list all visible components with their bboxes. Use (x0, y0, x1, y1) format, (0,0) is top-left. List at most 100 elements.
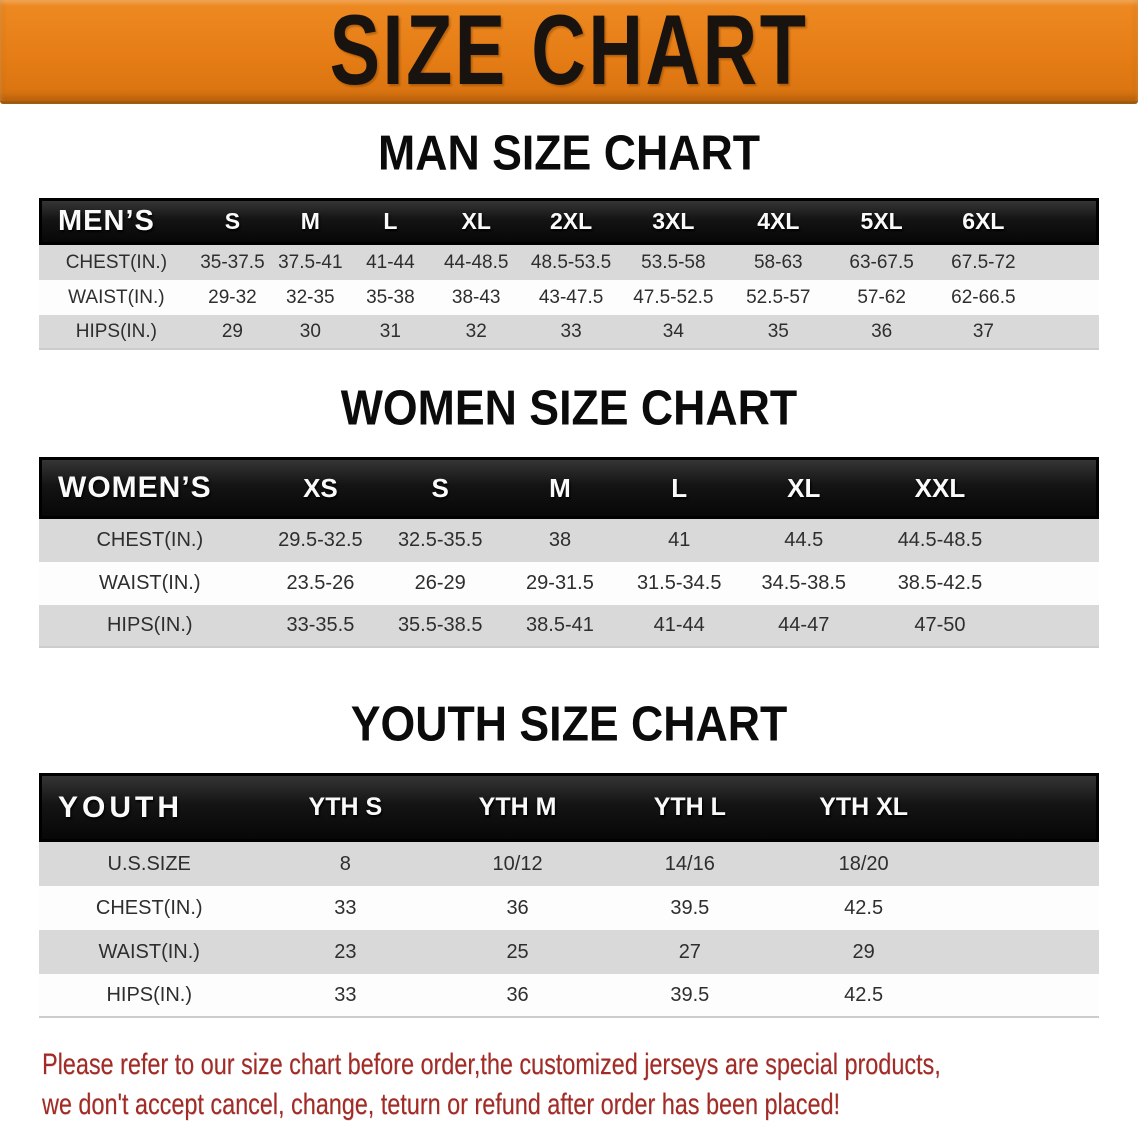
row-spacer (951, 886, 1099, 930)
size-value: 47.5-52.5 (620, 280, 726, 315)
size-value: 38.5-42.5 (868, 562, 1011, 605)
size-value: 52.5-57 (725, 280, 831, 315)
youth-size-table: YOUTH YTH S YTH M YTH L YTH XL U.S.SIZE 8 10/12… (39, 773, 1099, 1018)
size-column-header: 2XL (521, 198, 621, 245)
size-value: 62-66.5 (932, 280, 1035, 315)
table-row: CHEST(IN.) 35-37.5 37.5-41 41-44 44-48.5 48.5… (39, 245, 1099, 280)
measurement-label: CHEST(IN.) (39, 886, 260, 930)
table-row: HIPS(IN.) 29 30 31 32 33 34 35 36 37 (39, 315, 1099, 350)
group-label: MEN’S (39, 198, 194, 245)
youth-size-chart-section: YOUTH SIZE CHART YOUTH YTH S YTH M YTH L YTH… (0, 695, 1138, 1018)
size-value: 32 (431, 315, 522, 350)
size-value: 42.5 (775, 886, 952, 930)
size-value: 23 (259, 930, 432, 974)
size-column-header: YTH M (431, 773, 604, 842)
size-value: 29-31.5 (500, 562, 620, 605)
size-value: 35-38 (349, 280, 432, 315)
table-row: HIPS(IN.) 33 36 39.5 42.5 (39, 974, 1099, 1018)
size-column-header: M (500, 457, 620, 519)
youth-chart-heading: YOUTH SIZE CHART (350, 695, 788, 752)
size-value: 29 (775, 930, 952, 974)
size-value: 31 (349, 315, 432, 350)
size-column-header: YTH L (603, 773, 776, 842)
table-row: HIPS(IN.) 33-35.5 35.5-38.5 38.5-41 41-44 44-… (39, 605, 1099, 648)
size-column-header: XL (738, 457, 869, 519)
size-value: 34 (620, 315, 726, 350)
measurement-label: HIPS(IN.) (39, 974, 260, 1018)
order-disclaimer: Please refer to our size chart before or… (42, 1045, 1138, 1125)
size-value: 36 (830, 315, 933, 350)
size-chart-banner: SIZE CHART (0, 0, 1138, 104)
measurement-label: CHEST(IN.) (39, 519, 261, 562)
disclaimer-line-1: Please refer to our size chart before or… (42, 1048, 941, 1081)
size-value: 33 (521, 315, 621, 350)
group-label: WOMEN’S (39, 457, 261, 519)
size-value: 44-47 (738, 605, 869, 648)
size-value: 31.5-34.5 (619, 562, 739, 605)
size-value: 53.5-58 (620, 245, 726, 280)
size-value: 39.5 (603, 886, 776, 930)
size-value: 38-43 (431, 280, 522, 315)
size-header-row: WOMEN’S XS S M L XL XXL (39, 457, 1099, 519)
size-value: 14/16 (603, 842, 776, 886)
size-value: 57-62 (830, 280, 933, 315)
size-value: 35 (725, 315, 831, 350)
size-column-header: YTH XL (775, 773, 952, 842)
size-value: 43-47.5 (521, 280, 621, 315)
row-spacer (951, 974, 1099, 1018)
size-column-header: XL (431, 198, 522, 245)
size-column-header: S (380, 457, 501, 519)
size-value: 18/20 (775, 842, 952, 886)
size-column-header: S (193, 198, 272, 245)
size-value: 10/12 (431, 842, 604, 886)
measurement-label: WAIST(IN.) (39, 930, 260, 974)
size-value: 37 (932, 315, 1035, 350)
row-spacer (951, 930, 1099, 974)
size-value: 29 (193, 315, 272, 350)
table-row: CHEST(IN.) 33 36 39.5 42.5 (39, 886, 1099, 930)
header-spacer (1034, 198, 1099, 245)
size-value: 47-50 (868, 605, 1011, 648)
size-column-header: M (271, 198, 350, 245)
header-spacer (1010, 457, 1099, 519)
measurement-label: HIPS(IN.) (39, 605, 261, 648)
size-value: 34.5-38.5 (738, 562, 869, 605)
size-value: 32-35 (271, 280, 350, 315)
size-value: 44.5-48.5 (868, 519, 1011, 562)
size-value: 36 (431, 974, 604, 1018)
table-row: CHEST(IN.) 29.5-32.5 32.5-35.5 38 41 44.5 44.5… (39, 519, 1099, 562)
table-row: WAIST(IN.) 23 25 27 29 (39, 930, 1099, 974)
size-value: 33 (259, 886, 432, 930)
size-value: 42.5 (775, 974, 952, 1018)
size-chart-title: SIZE CHART (329, 0, 809, 106)
size-column-header: 6XL (932, 198, 1035, 245)
women-size-chart-section: WOMEN SIZE CHART WOMEN’S XS S M L XL XXL CHEST(… (0, 379, 1138, 648)
size-value: 33 (259, 974, 432, 1018)
size-value: 38.5-41 (500, 605, 620, 648)
size-column-header: 5XL (830, 198, 933, 245)
size-header-row: YOUTH YTH S YTH M YTH L YTH XL (39, 773, 1099, 842)
size-value: 33-35.5 (260, 605, 381, 648)
table-row: WAIST(IN.) 23.5-26 26-29 29-31.5 31.5-34.5 34… (39, 562, 1099, 605)
men-chart-heading: MAN SIZE CHART (378, 124, 760, 181)
measurement-label: CHEST(IN.) (39, 245, 194, 280)
men-size-table: MEN’S S M L XL 2XL 3XL 4XL 5XL 6XL CHEST(IN.) 35-37… (39, 198, 1099, 350)
measurement-label: WAIST(IN.) (39, 280, 194, 315)
measurement-label: WAIST(IN.) (39, 562, 261, 605)
size-value: 67.5-72 (932, 245, 1035, 280)
women-chart-heading: WOMEN SIZE CHART (340, 379, 798, 436)
size-value: 8 (259, 842, 432, 886)
size-column-header: 4XL (725, 198, 831, 245)
size-value: 58-63 (725, 245, 831, 280)
size-value: 27 (603, 930, 776, 974)
size-column-header: XS (260, 457, 381, 519)
men-size-chart-section: MAN SIZE CHART MEN’S S M L XL 2XL 3XL 4XL 5XL 6XL… (0, 124, 1138, 350)
size-value: 35-37.5 (193, 245, 272, 280)
size-value: 36 (431, 886, 604, 930)
size-column-header: L (619, 457, 739, 519)
header-spacer (951, 773, 1099, 842)
row-spacer (1010, 605, 1099, 648)
measurement-label: U.S.SIZE (39, 842, 260, 886)
group-label: YOUTH (39, 773, 260, 842)
size-value: 32.5-35.5 (380, 519, 501, 562)
